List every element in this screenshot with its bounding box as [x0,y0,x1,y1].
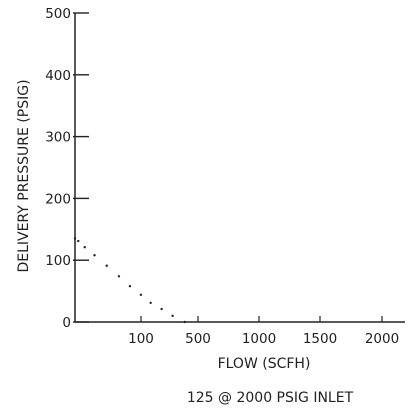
data-point [128,284,132,288]
data-point [93,254,96,257]
y-tick-label: 200 [45,191,71,207]
data-point [139,293,143,297]
data-point [77,239,80,243]
data-point [105,264,108,267]
data-point [149,301,152,305]
x-tick-label: 1500 [303,331,337,347]
x-axis-ticks: 100 500 1000 1500 2000 [128,316,399,347]
x-tick-label: 2000 [365,331,399,347]
chart-caption: 125 @ 2000 PSIG INLET [187,390,354,406]
data-point [160,307,163,311]
y-tick-label: 100 [45,253,71,269]
y-tick-label: 300 [45,130,71,146]
data-series [73,237,186,324]
x-tick-label: 100 [128,331,154,347]
y-tick-label: 0 [62,315,71,331]
y-tick-label: 400 [45,68,71,84]
data-point [171,314,174,318]
y-axis-ticks: 0 100 200 300 400 500 [45,6,89,331]
data-point [73,237,77,240]
data-point [83,246,86,249]
x-tick-label: 500 [185,331,211,347]
data-point [117,275,121,278]
y-axis-title: DELIVERY PRESSURE (PSIG) [16,79,32,272]
x-axis-title: FLOW (SCFH) [218,356,311,372]
x-tick-label: 1000 [242,331,276,347]
y-tick-label: 500 [45,6,71,22]
data-point [183,320,186,324]
